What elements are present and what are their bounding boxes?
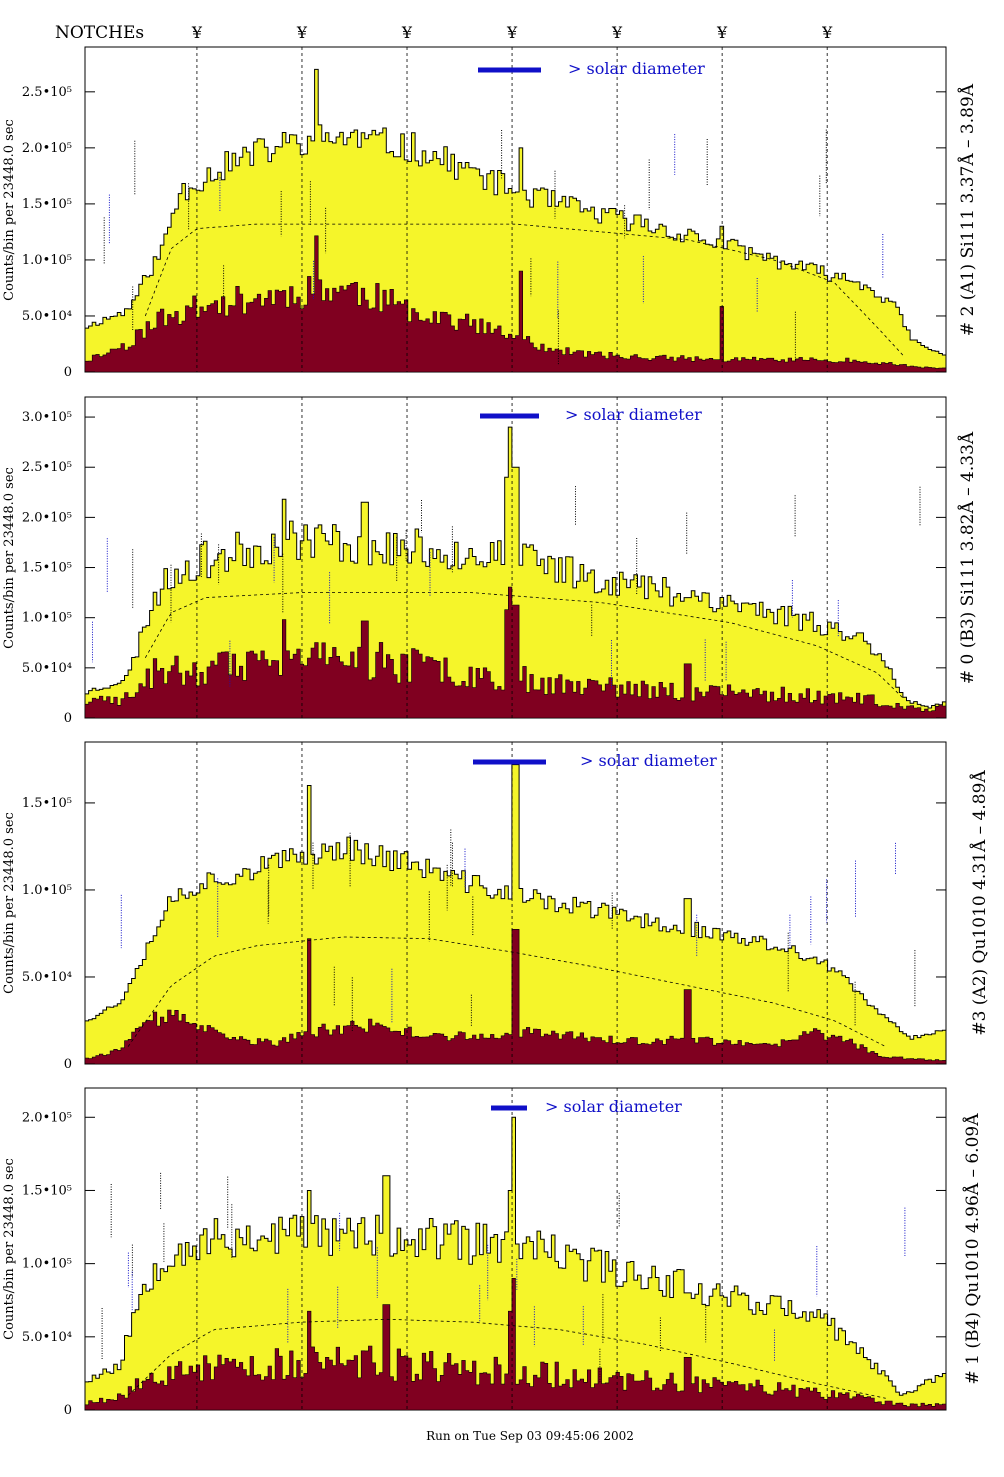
solar-diameter-label: > solar diameter — [565, 405, 702, 424]
y-tick-label: 1.0•10⁵ — [22, 253, 72, 268]
y-axis-label: Counts/bin per 23448.0 sec — [2, 119, 17, 301]
panel-1: 0 5.0•10⁴ 1.0•10⁵ 1.5•10⁵ 2.0•10⁵ 2.5•10⁵ Coun… — [2, 46, 978, 380]
background-histogram — [84, 235, 947, 373]
panel-3: 0 5.0•10⁴ 1.0•10⁵ 1.5•10⁵ Counts/bin per 234… — [2, 741, 990, 1072]
solar-diameter-label: > solar diameter — [568, 59, 705, 78]
y-axis-label: Counts/bin per 23448.0 sec — [2, 1158, 17, 1340]
y-tick-label: 0 — [64, 711, 72, 726]
y-tick-label: 5.0•10⁴ — [22, 1330, 72, 1345]
total-counts-histogram — [84, 764, 947, 1065]
y-axis-label: Counts/bin per 23448.0 sec — [2, 812, 17, 994]
model-curve — [144, 592, 904, 699]
y-tick-label: 5.0•10⁴ — [22, 661, 72, 676]
y-tick-label: 5.0•10⁴ — [22, 970, 72, 985]
panel-title: # 0 (B3) Si111 3.82Å – 4.33Å — [957, 431, 978, 684]
model-curve — [127, 936, 886, 1047]
y-tick-label: 1.5•10⁵ — [22, 1183, 72, 1198]
y-tick-label: 2.0•10⁵ — [22, 510, 72, 525]
solar-diameter-label: > solar diameter — [580, 751, 717, 770]
run-footer: Run on Tue Sep 03 09:45:06 2002 — [426, 1429, 634, 1443]
notch-mark: ¥ — [191, 23, 203, 42]
background-histogram — [84, 929, 947, 1065]
y-tick-label: 0 — [64, 1057, 72, 1072]
y-tick-label: 5.0•10⁴ — [22, 309, 72, 324]
notches-header: NOTCHEs — [55, 23, 144, 43]
y-tick-label: 2.5•10⁵ — [22, 460, 72, 475]
y-tick-label: 1.5•10⁵ — [22, 796, 72, 811]
panel-2: 0 5.0•10⁴ 1.0•10⁵ 1.5•10⁵ 2.0•10⁵ 2.5•10⁵ 3.0•… — [2, 396, 978, 726]
notch-mark: ¥ — [296, 23, 308, 42]
y-tick-label: 1.0•10⁵ — [22, 1257, 72, 1272]
y-tick-label: 2.5•10⁵ — [22, 85, 72, 100]
y-tick-label: 3.0•10⁵ — [22, 410, 72, 425]
y-tick-label: 1.0•10⁵ — [22, 611, 72, 626]
notch-mark: ¥ — [401, 23, 413, 42]
notch-mark: ¥ — [716, 23, 728, 42]
notch-mark: ¥ — [611, 23, 623, 42]
background-histogram — [84, 586, 947, 719]
total-counts-histogram — [84, 426, 947, 719]
y-tick-label: 1.0•10⁵ — [22, 883, 72, 898]
solar-diameter-label: > solar diameter — [545, 1097, 682, 1116]
y-axis-label: Counts/bin per 23448.0 sec — [2, 467, 17, 649]
y-tick-label: 1.5•10⁵ — [22, 561, 72, 576]
panel-title: # 1 (B4) Qu1010 4.96Å – 6.09Å — [962, 1113, 983, 1385]
panel-4: 0 5.0•10⁴ 1.0•10⁵ 1.5•10⁵ 2.0•10⁵ Counts/bin … — [2, 1087, 983, 1418]
panel-title: #3 (A2) Qu1010 4.31Å – 4.89Å — [969, 770, 990, 1036]
notch-mark: ¥ — [821, 23, 833, 42]
y-tick-label: 0 — [64, 1403, 72, 1418]
panel-title: # 2 (A1) Si111 3.37Å – 3.89Å — [957, 83, 978, 336]
model-curve — [127, 1318, 886, 1399]
y-tick-label: 2.0•10⁵ — [22, 1110, 72, 1125]
y-tick-label: 1.5•10⁵ — [22, 197, 72, 212]
notch-mark: ¥ — [506, 23, 518, 42]
notch-marks: ¥ ¥ ¥ ¥ ¥ ¥ ¥ — [191, 23, 833, 42]
y-tick-label: 0 — [64, 365, 72, 380]
y-tick-label: 2.0•10⁵ — [22, 141, 72, 156]
total-counts-histogram — [84, 1116, 947, 1411]
background-histogram — [84, 1278, 947, 1411]
panels: 0 5.0•10⁴ 1.0•10⁵ 1.5•10⁵ 2.0•10⁵ 2.5•10⁵ Coun… — [2, 46, 990, 1418]
